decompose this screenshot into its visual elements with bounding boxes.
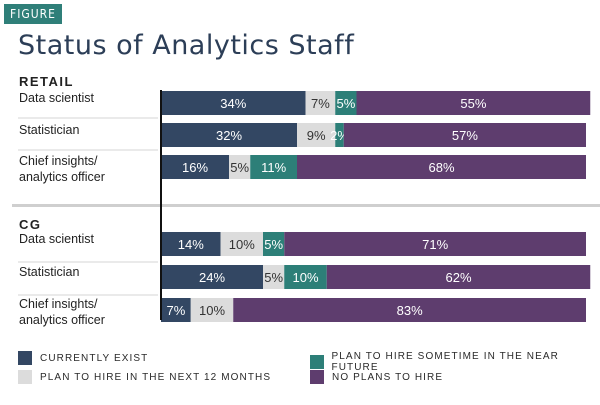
bar-segment <box>229 155 251 179</box>
data-label: 32% <box>216 128 242 143</box>
category-label: analytics officer <box>19 170 105 184</box>
bar-segment <box>263 232 285 256</box>
data-label: 68% <box>428 160 454 175</box>
group-header-cg: CG <box>19 217 42 232</box>
bar-segment <box>161 91 306 115</box>
bar-segment <box>161 123 297 147</box>
bar-segment <box>343 123 586 147</box>
data-label: 5% <box>264 237 283 252</box>
category-label: Statistician <box>19 265 79 279</box>
figure-tag: FIGURE 3 <box>4 4 62 41</box>
data-label: 9% <box>307 128 326 143</box>
data-label: 34% <box>220 96 246 111</box>
data-label: 5% <box>230 160 249 175</box>
group-header-retail: RETAIL <box>19 74 74 89</box>
data-label: 5% <box>264 270 283 285</box>
data-label: 5% <box>336 96 355 111</box>
bar-segment <box>356 91 591 115</box>
bar-segment <box>190 298 234 322</box>
category-label: Chief insights/ <box>19 154 98 168</box>
data-label: 10% <box>292 270 318 285</box>
category-label: analytics officer <box>19 313 105 327</box>
bar-segment <box>233 298 586 322</box>
data-label: 14% <box>178 237 204 252</box>
data-label: 7% <box>166 303 185 318</box>
data-label: 57% <box>452 128 478 143</box>
data-label: 83% <box>397 303 423 318</box>
data-label: 24% <box>199 270 225 285</box>
bar-segment <box>161 298 191 322</box>
data-label: 62% <box>445 270 471 285</box>
bar-segment <box>284 265 327 289</box>
data-label: 16% <box>182 160 208 175</box>
group-divider <box>12 204 600 207</box>
bar-segment <box>250 155 297 179</box>
bar-segment <box>161 232 221 256</box>
bar-segment <box>335 91 357 115</box>
bar-segment <box>161 155 229 179</box>
bar-segment <box>335 123 344 147</box>
category-label: Chief insights/ <box>19 297 98 311</box>
data-label: 10% <box>229 237 255 252</box>
category-label: Data scientist <box>19 232 95 246</box>
data-label: 11% <box>261 160 286 175</box>
bar-segment <box>263 265 285 289</box>
chart-title: Status of Analytics Staff <box>18 30 355 61</box>
data-label: 10% <box>199 303 225 318</box>
bar-segment <box>326 265 591 289</box>
bar-segment <box>297 123 336 147</box>
bar-segment <box>161 265 263 289</box>
category-label: Statistician <box>19 123 79 137</box>
bar-segment <box>284 232 586 256</box>
bar-segment <box>297 155 586 179</box>
bar-segment <box>305 91 336 115</box>
data-label: 71% <box>422 237 448 252</box>
data-label: 7% <box>311 96 330 111</box>
bar-segment <box>220 232 263 256</box>
category-label: Data scientist <box>19 91 95 105</box>
data-label: 55% <box>460 96 486 111</box>
